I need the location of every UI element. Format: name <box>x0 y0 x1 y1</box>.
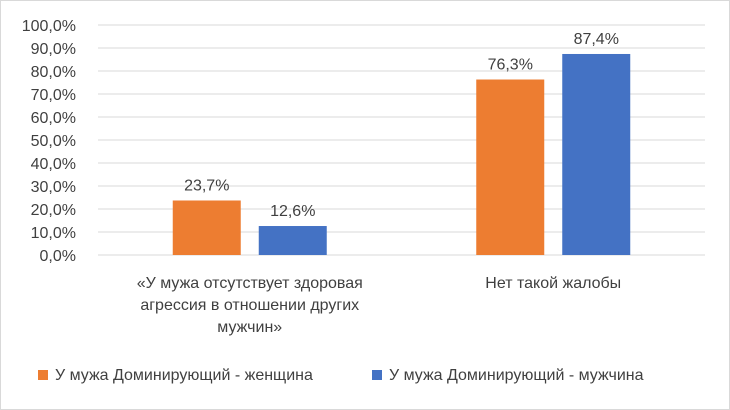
category-label-line: Нет такой жалобы <box>485 275 621 292</box>
legend-swatch <box>38 370 48 380</box>
y-tick-label: 90,0% <box>31 41 76 58</box>
category-label-line: мужчин» <box>217 319 282 336</box>
category-label-line: агрессия в отношении других <box>140 297 359 314</box>
data-label: 87,4% <box>574 31 619 48</box>
legend-label: У мужа Доминирующий - мужчина <box>389 367 644 384</box>
category-label: «У мужа отсутствует здоровая агрессия в о… <box>137 275 363 336</box>
y-axis-ticks: 0,0% 10,0% 20,0% 30,0% 40,0% 50,0% 60,0% 70,0% 8… <box>22 18 76 265</box>
y-tick-label: 80,0% <box>31 64 76 81</box>
data-label: 76,3% <box>488 57 533 74</box>
y-tick-label: 30,0% <box>31 179 76 196</box>
bar <box>258 226 327 255</box>
category-label-line: «У мужа отсутствует здоровая <box>137 275 363 292</box>
y-tick-label: 40,0% <box>31 156 76 173</box>
legend-swatch <box>372 370 382 380</box>
bars <box>172 53 631 256</box>
y-tick-label: 0,0% <box>40 248 76 265</box>
bar <box>172 200 241 255</box>
category-label: Нет такой жалобы <box>485 275 621 292</box>
y-tick-label: 20,0% <box>31 202 76 219</box>
data-label: 23,7% <box>184 177 229 194</box>
bar <box>476 79 545 255</box>
y-tick-label: 60,0% <box>31 110 76 127</box>
legend-label: У мужа Доминирующий - женщина <box>55 367 313 384</box>
y-tick-label: 70,0% <box>31 87 76 104</box>
y-tick-label: 10,0% <box>31 225 76 242</box>
category-labels: «У мужа отсутствует здоровая агрессия в о… <box>137 275 621 336</box>
y-tick-label: 50,0% <box>31 133 76 150</box>
bar <box>562 53 631 256</box>
y-tick-label: 100,0% <box>22 18 76 35</box>
data-label: 12,6% <box>270 203 315 220</box>
data-labels: 23,7% 12,6% 76,3% 87,4% <box>184 31 619 220</box>
legend: У мужа Доминирующий - женщина У мужа Доми… <box>38 367 644 384</box>
